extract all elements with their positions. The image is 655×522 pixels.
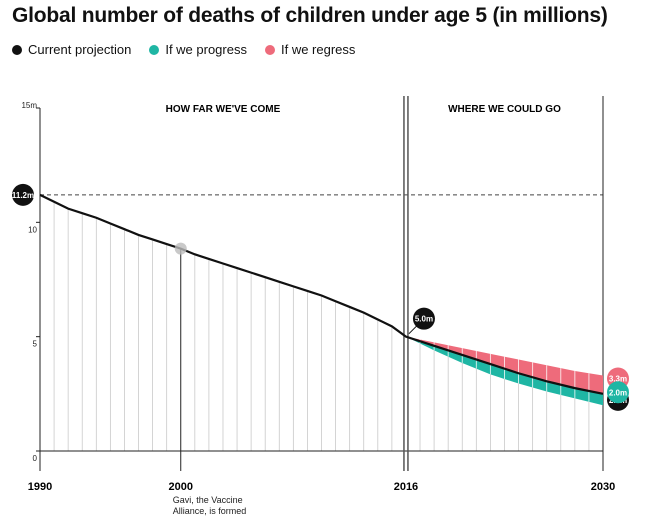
value-label-1990-bubble <box>12 183 34 206</box>
value-label-progress-text: 2.0m <box>609 388 627 397</box>
legend-item-current[interactable]: Current projection <box>12 42 131 57</box>
legend-dot-current <box>12 44 22 55</box>
value-label-2016-bubble <box>412 307 435 330</box>
legend-item-progress[interactable]: If we progress <box>149 42 247 57</box>
annotation-text: Alliance, is formed <box>173 506 247 516</box>
x-tick-label: 2030 <box>591 481 615 493</box>
legend-label-progress: If we progress <box>165 42 247 57</box>
annotation-text: Gavi, the Vaccine <box>173 495 243 505</box>
x-tick-label: 2016 <box>394 481 418 493</box>
x-tick-label: 1990 <box>28 481 52 493</box>
annotation-marker <box>174 242 187 255</box>
legend-dot-regress <box>264 44 275 55</box>
chart-title: Global number of deaths of children unde… <box>12 4 608 27</box>
y-tick-label: 15m <box>21 101 37 110</box>
x-tick-label: 2000 <box>169 481 193 493</box>
value-label-regress-text: 3.3m <box>609 375 627 384</box>
legend-label-current: Current projection <box>28 42 132 57</box>
section-label-left: HOW FAR WE'VE COME <box>166 104 281 115</box>
y-tick-label: 0 <box>33 454 38 463</box>
legend: Current projection If we progress If we … <box>12 42 355 57</box>
current-projection-line <box>39 193 604 395</box>
legend-label-regress: If we regress <box>280 42 356 57</box>
value-label-1990-text: 11.2m <box>12 191 34 200</box>
y-tick-label: 5 <box>33 340 38 349</box>
value-label-2016-text: 5.0m <box>415 315 433 324</box>
y-tick-label: 10 <box>28 225 37 234</box>
value-label-2016-leader <box>408 325 418 335</box>
section-label-right: WHERE WE COULD GO <box>448 104 561 115</box>
legend-dot-progress <box>149 44 160 55</box>
legend-item-regress[interactable]: If we regress <box>264 42 356 57</box>
value-label-progress-bubble <box>607 381 629 404</box>
